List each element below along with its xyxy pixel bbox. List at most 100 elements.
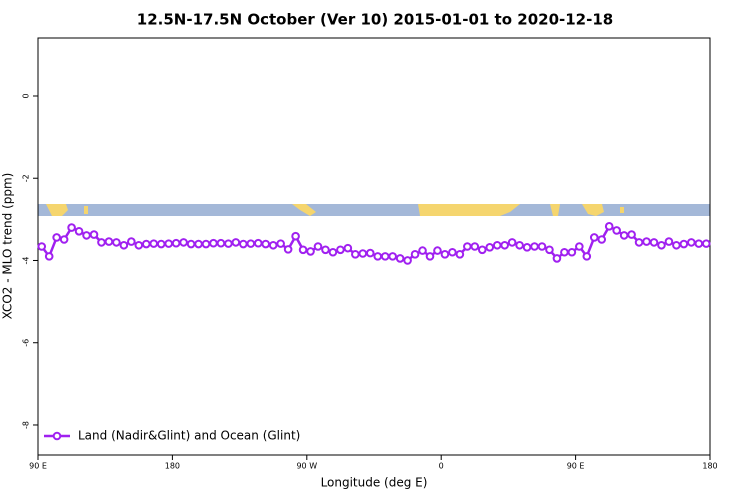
y-tick-label: -4: [22, 256, 31, 264]
data-point: [141, 239, 151, 249]
data-point: [634, 238, 644, 247]
data-point: [268, 240, 278, 250]
data-point: [701, 239, 711, 248]
x-axis-label: Longitude (deg E): [321, 476, 428, 490]
data-point: [306, 247, 315, 256]
data-point: [194, 239, 203, 249]
data-point: [597, 235, 607, 244]
data-point: [477, 245, 487, 255]
data-point: [515, 240, 524, 250]
ocean-strip: [38, 204, 710, 216]
data-point: [530, 242, 539, 251]
land-patch: [292, 204, 316, 216]
data-point: [395, 254, 405, 263]
data-point: [164, 239, 173, 248]
data-point: [679, 239, 689, 249]
data-point: [612, 226, 621, 235]
data-point: [224, 239, 233, 248]
data-point: [470, 242, 480, 251]
data-point: [507, 238, 517, 247]
data-point: [418, 246, 427, 255]
data-point: [687, 238, 696, 247]
y-tick-label: -8: [22, 421, 31, 429]
data-point: [343, 243, 353, 253]
data-point: [179, 238, 188, 247]
data-point: [97, 238, 106, 247]
data-point: [216, 238, 226, 248]
data-point: [209, 238, 218, 248]
x-tick-label: 180: [702, 462, 717, 471]
data-point: [582, 252, 592, 261]
data-point: [380, 252, 390, 261]
data-point: [44, 252, 54, 261]
chart-title: 12.5N-17.5N October (Ver 10) 2015-01-01 …: [137, 11, 613, 29]
data-point: [627, 230, 636, 239]
y-tick-label: -2: [22, 174, 31, 182]
data-point: [313, 242, 323, 251]
x-tick-label: 180: [165, 462, 180, 471]
data-point: [112, 238, 121, 247]
data-point: [649, 238, 659, 247]
data-point: [664, 237, 674, 246]
data-point: [537, 242, 547, 251]
data-point: [552, 254, 562, 263]
x-tick-label: 0: [439, 462, 444, 471]
data-point: [589, 233, 599, 242]
data-point: [149, 239, 159, 248]
legend-marker: [52, 431, 62, 441]
data-point: [358, 249, 368, 258]
x-tick-label: 90 W: [296, 462, 317, 471]
data-point: [463, 242, 472, 251]
data-point: [89, 230, 99, 239]
land-patch: [418, 204, 520, 216]
data-point: [283, 245, 293, 254]
data-point: [201, 239, 211, 249]
legend-label: Land (Nadir&Glint) and Ocean (Glint): [78, 429, 300, 443]
data-point: [59, 235, 69, 244]
data-point: [156, 239, 166, 249]
land-patch: [46, 204, 68, 216]
data-point: [52, 233, 61, 242]
data-point: [619, 231, 629, 240]
data-point: [440, 250, 450, 259]
data-point: [321, 245, 330, 255]
data-point: [186, 239, 196, 249]
data-point: [403, 256, 412, 265]
data-point: [545, 245, 554, 255]
data-point: [134, 240, 144, 250]
map-strip: [38, 204, 710, 216]
data-point: [410, 250, 420, 259]
data-point: [500, 240, 509, 250]
y-tick-label: -6: [22, 339, 31, 347]
data-point: [67, 223, 76, 232]
land-patch: [620, 207, 624, 213]
data-point: [485, 243, 495, 252]
data-point: [171, 238, 181, 248]
data-point: [74, 226, 84, 236]
y-tick-label: 0: [22, 93, 31, 98]
data-point: [119, 240, 129, 250]
data-point: [694, 239, 704, 248]
data-point: [276, 239, 285, 248]
data-point: [239, 239, 248, 249]
land-patch: [84, 206, 88, 214]
data-point: [567, 247, 577, 257]
data-point: [433, 246, 442, 255]
data-point: [672, 240, 681, 250]
data-point: [522, 243, 532, 252]
x-tick-label: 90 E: [29, 462, 47, 471]
data-point: [657, 240, 666, 250]
data-point: [351, 250, 360, 259]
data-point: [253, 238, 263, 248]
data-point: [231, 238, 241, 247]
data-point: [642, 237, 651, 246]
data-point: [455, 250, 465, 259]
data-point: [575, 242, 584, 251]
data-point: [336, 245, 345, 255]
data-point: [328, 247, 338, 257]
data-point: [365, 248, 375, 258]
data-point: [448, 247, 457, 257]
data-point: [291, 231, 300, 241]
